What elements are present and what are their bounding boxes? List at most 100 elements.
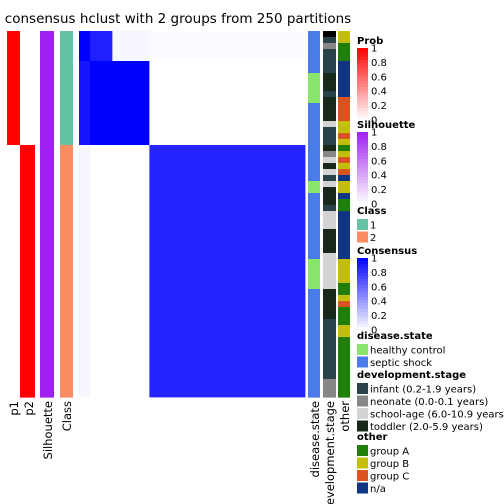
col-anno-other-cell	[338, 55, 350, 62]
col-anno-development-stage-cell	[323, 175, 336, 182]
row-anno-silhouette-cell	[40, 277, 54, 284]
col-anno-disease-state-cell	[308, 67, 320, 74]
col-anno-development-stage-cell	[323, 217, 336, 224]
col-anno-development-stage-cell	[323, 85, 336, 92]
row-anno-silhouette-cell	[40, 67, 54, 74]
legend-gradient-step	[357, 135, 368, 139]
col-anno-disease-state-cell	[308, 301, 320, 308]
row-anno-p1-cell	[7, 277, 20, 284]
col-anno-development-stage-cell	[323, 91, 336, 98]
row-anno-silhouette-cell	[40, 85, 54, 92]
col-anno-other-cell	[338, 79, 350, 86]
row-anno-class-cell	[60, 85, 73, 92]
row-anno-class-cell	[60, 187, 73, 194]
col-anno-development-stage-cell	[323, 337, 336, 344]
row-anno-silhouette-cell	[40, 169, 54, 176]
legend-gradient-step	[357, 75, 368, 79]
col-anno-development-stage-cell	[323, 97, 336, 104]
row-anno-class-cell	[60, 91, 73, 98]
col-anno-disease-state-cell	[308, 115, 320, 122]
col-anno-development-stage-cell	[323, 205, 336, 212]
row-anno-p1-cell	[7, 217, 20, 224]
legend-gradient-step	[357, 81, 368, 85]
row-anno-p1-cell	[7, 31, 20, 38]
col-anno-development-stage-cell	[323, 199, 336, 206]
col-anno-disease-state-cell	[308, 205, 320, 212]
row-anno-class-cell	[60, 319, 73, 326]
legend-gradient-step	[357, 306, 368, 310]
consensus-block	[149, 61, 306, 146]
col-anno-development-stage-cell	[323, 253, 336, 260]
col-anno-other-cell	[338, 385, 350, 392]
row-anno-p1-cell	[7, 49, 20, 56]
legend-gradient-step	[357, 270, 368, 274]
row-anno-p1-cell	[7, 253, 20, 260]
row-anno-silhouette-cell	[40, 193, 54, 200]
col-anno-development-stage-cell	[323, 379, 336, 386]
col-anno-other-cell	[338, 121, 350, 128]
col-anno-other-cell	[338, 367, 350, 374]
row-anno-class-cell	[60, 301, 73, 308]
consensus-block	[79, 145, 91, 398]
track-label: disease.state	[308, 401, 322, 477]
col-anno-disease-state-cell	[308, 97, 320, 104]
row-anno-p1-cell	[7, 193, 20, 200]
col-anno-disease-state-cell	[308, 163, 320, 170]
legend-gradient-step	[357, 57, 368, 61]
row-anno-p2-cell	[20, 325, 35, 332]
col-anno-disease-state-cell	[308, 133, 320, 140]
col-anno-other-cell	[338, 67, 350, 74]
legend-gradient-step	[357, 309, 368, 313]
row-anno-class-cell	[60, 181, 73, 188]
col-anno-other-cell	[338, 277, 350, 284]
col-anno-other-cell	[338, 319, 350, 326]
legend-tick-label: 0.2	[371, 185, 387, 196]
row-anno-p1-cell	[7, 103, 20, 110]
col-anno-development-stage-cell	[323, 55, 336, 62]
row-anno-p2-cell	[20, 139, 35, 146]
col-anno-other-cell	[338, 253, 350, 260]
col-anno-other-cell	[338, 199, 350, 206]
legend-gradient-step	[357, 201, 368, 205]
legend-swatch	[357, 219, 368, 230]
track-label: Silhouette	[41, 401, 55, 459]
col-anno-development-stage-cell	[323, 67, 336, 74]
row-anno-p1-cell	[7, 211, 20, 218]
row-anno-p1-cell	[7, 73, 20, 80]
legend-title: Class	[357, 206, 386, 217]
col-anno-development-stage-cell	[323, 181, 336, 188]
legend-tick-label: 0.2	[371, 311, 387, 322]
row-anno-silhouette-cell	[40, 373, 54, 380]
row-anno-p1-cell	[7, 235, 20, 242]
col-anno-other-cell	[338, 325, 350, 332]
col-anno-disease-state-cell	[308, 337, 320, 344]
legend-item-label: toddler (2.0-5.9 years)	[370, 422, 483, 433]
col-anno-development-stage-cell	[323, 391, 336, 398]
col-anno-other-cell	[338, 307, 350, 314]
legend-gradient-step	[357, 192, 368, 196]
col-anno-disease-state-cell	[308, 145, 320, 152]
col-anno-development-stage-cell	[323, 127, 336, 134]
col-anno-development-stage-cell	[323, 133, 336, 140]
legend-swatch	[357, 408, 368, 419]
consensus-block	[112, 61, 150, 146]
col-anno-other-cell	[338, 391, 350, 398]
col-anno-development-stage-cell	[323, 367, 336, 374]
col-anno-other-cell	[338, 247, 350, 254]
row-anno-class-cell	[60, 109, 73, 116]
col-anno-other-cell	[338, 49, 350, 56]
col-anno-development-stage-cell	[323, 193, 336, 200]
col-anno-development-stage-cell	[323, 271, 336, 278]
legend-item-label: school-age (6.0-10.9 years)	[370, 410, 504, 421]
legend-gradient-step	[357, 90, 368, 94]
row-anno-class-cell	[60, 211, 73, 218]
legend-gradient-step	[357, 258, 368, 262]
consensus-block	[90, 145, 150, 398]
col-anno-disease-state-cell	[308, 379, 320, 386]
column-annotation-tracks	[308, 31, 350, 398]
col-anno-development-stage-cell	[323, 43, 336, 50]
legend-gradient-step	[357, 87, 368, 91]
col-anno-disease-state-cell	[308, 373, 320, 380]
col-anno-disease-state-cell	[308, 91, 320, 98]
row-anno-class-cell	[60, 289, 73, 296]
